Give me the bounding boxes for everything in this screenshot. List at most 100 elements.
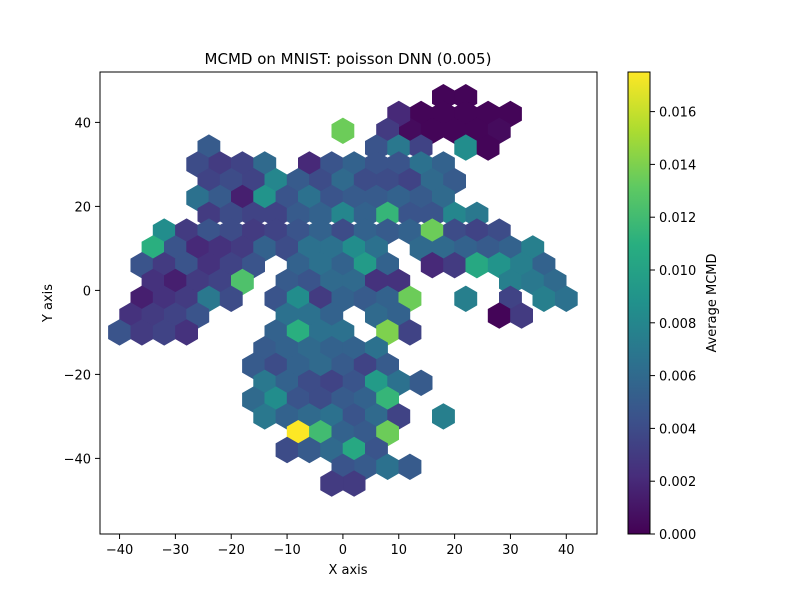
hexbin-cell	[443, 201, 466, 228]
x-tick-label: −30	[162, 543, 189, 558]
hexbin-cell	[186, 302, 210, 329]
hexbin-cell	[376, 352, 399, 380]
hexbin-cell	[264, 168, 288, 195]
colorbar-tick-label: 0.006	[659, 370, 696, 385]
hexbin-cell	[309, 319, 332, 346]
hexbin-cell	[398, 319, 422, 346]
hexbin-cell	[365, 403, 388, 430]
hexbin-cell	[376, 285, 399, 312]
hexbin-cell	[197, 285, 221, 312]
x-tick-label: 30	[502, 543, 519, 558]
hexbin-cell	[208, 151, 232, 178]
hexbin-cell	[264, 201, 288, 228]
colorbar-tick-label: 0.000	[659, 528, 696, 543]
hexbin-cell	[465, 218, 489, 245]
hexbin-cell	[208, 184, 232, 212]
hexbin-cell	[320, 235, 344, 262]
hexbin-cell	[454, 235, 478, 262]
y-tick-label: 40	[74, 116, 91, 131]
x-tick-label: 40	[558, 543, 575, 558]
hexbin-cell	[320, 369, 344, 396]
hexbin-cell	[387, 403, 411, 430]
hexbin-cell	[320, 470, 344, 497]
hexbin-cell	[175, 319, 198, 346]
hexbin-cell	[298, 369, 321, 396]
hexbin-cell	[476, 100, 500, 128]
hexbin-cell	[141, 268, 165, 296]
hexbin-cells	[108, 84, 578, 497]
hexbin-cell	[275, 369, 299, 396]
hexbin-cell	[353, 420, 377, 447]
hexbin-cell	[331, 352, 355, 380]
hexbin-cell	[353, 201, 377, 228]
hexbin-cell	[219, 252, 243, 279]
hexbin-cell	[309, 252, 332, 279]
hexbin-cell	[219, 218, 243, 245]
y-tick-label: 20	[74, 200, 91, 215]
hexbin-cell	[286, 201, 310, 228]
hexbin-cell	[175, 285, 198, 312]
hexbin-cell	[275, 336, 299, 363]
hexbin-cell	[264, 352, 288, 380]
hexbin-cell	[219, 201, 243, 228]
hexbin-cell	[499, 100, 522, 128]
hexbin-cell	[554, 285, 578, 312]
colorbar-tick-label: 0.014	[659, 158, 696, 173]
hexbin-cell	[175, 218, 198, 245]
hexbin-cell	[331, 453, 355, 480]
hexbin-cell	[465, 117, 489, 144]
hexbin-cell	[365, 369, 388, 396]
hexbin-cell	[331, 201, 355, 228]
colorbar-tick-label: 0.002	[659, 475, 696, 490]
hexbin-cell	[353, 168, 377, 195]
hexbin-cell	[253, 403, 277, 430]
hexbin-cell	[532, 285, 556, 312]
hexbin-cell	[443, 218, 466, 245]
hexbin-cell	[376, 252, 399, 279]
hexbin-cell	[186, 151, 210, 178]
hexbin-cell	[376, 319, 399, 346]
hexbin-cell	[253, 235, 277, 262]
hexbin-cell	[353, 252, 377, 279]
hexbin-cell	[443, 117, 466, 144]
hexbin-cell	[309, 285, 332, 312]
x-tick-label: 10	[390, 543, 407, 558]
hexbin-cell	[376, 168, 399, 195]
hexbin-cell	[175, 252, 198, 279]
hexbin-cell	[387, 134, 411, 161]
hexbin-cell	[119, 302, 143, 329]
chart-title: MCMD on MNIST: poisson DNN (0.005)	[205, 50, 492, 68]
hexbin-cell	[387, 268, 411, 296]
hexbin-cell	[543, 268, 567, 296]
hexbin-cell	[387, 369, 411, 396]
hexbin-cell	[253, 151, 277, 178]
hexbin-cell	[275, 436, 299, 464]
hexbin-cell	[309, 168, 332, 195]
hexbin-cell	[320, 403, 344, 430]
hexbin-cell	[186, 268, 210, 296]
hexbin-cell	[298, 268, 321, 296]
hexbin-cell	[219, 168, 243, 195]
hexbin-cell	[298, 151, 321, 178]
colorbar-tick-label: 0.012	[659, 211, 696, 226]
hexbin-cell	[409, 235, 433, 262]
hexbin-cell	[108, 319, 131, 346]
hexbin-cell	[376, 117, 399, 144]
hexbin-cell	[197, 201, 221, 228]
hexbin-cell	[320, 184, 344, 212]
hexbin-cell	[197, 218, 221, 245]
hexbin-cell	[264, 218, 288, 245]
hexbin-cell	[398, 168, 422, 195]
hexbin-cell	[286, 252, 310, 279]
x-axis-label: X axis	[328, 563, 367, 578]
hexbin-cell	[331, 218, 355, 245]
hexbin-cell	[141, 302, 165, 329]
hexbin-cell	[510, 252, 533, 279]
hexbin-cell	[454, 84, 478, 111]
hexbin-cell	[476, 235, 500, 262]
hexbin-cell	[443, 168, 466, 195]
hexbin-cell	[197, 134, 221, 161]
colorbar-tick-label: 0.010	[659, 264, 696, 279]
hexbin-cell	[286, 386, 310, 413]
hexbin-cell	[409, 151, 433, 178]
